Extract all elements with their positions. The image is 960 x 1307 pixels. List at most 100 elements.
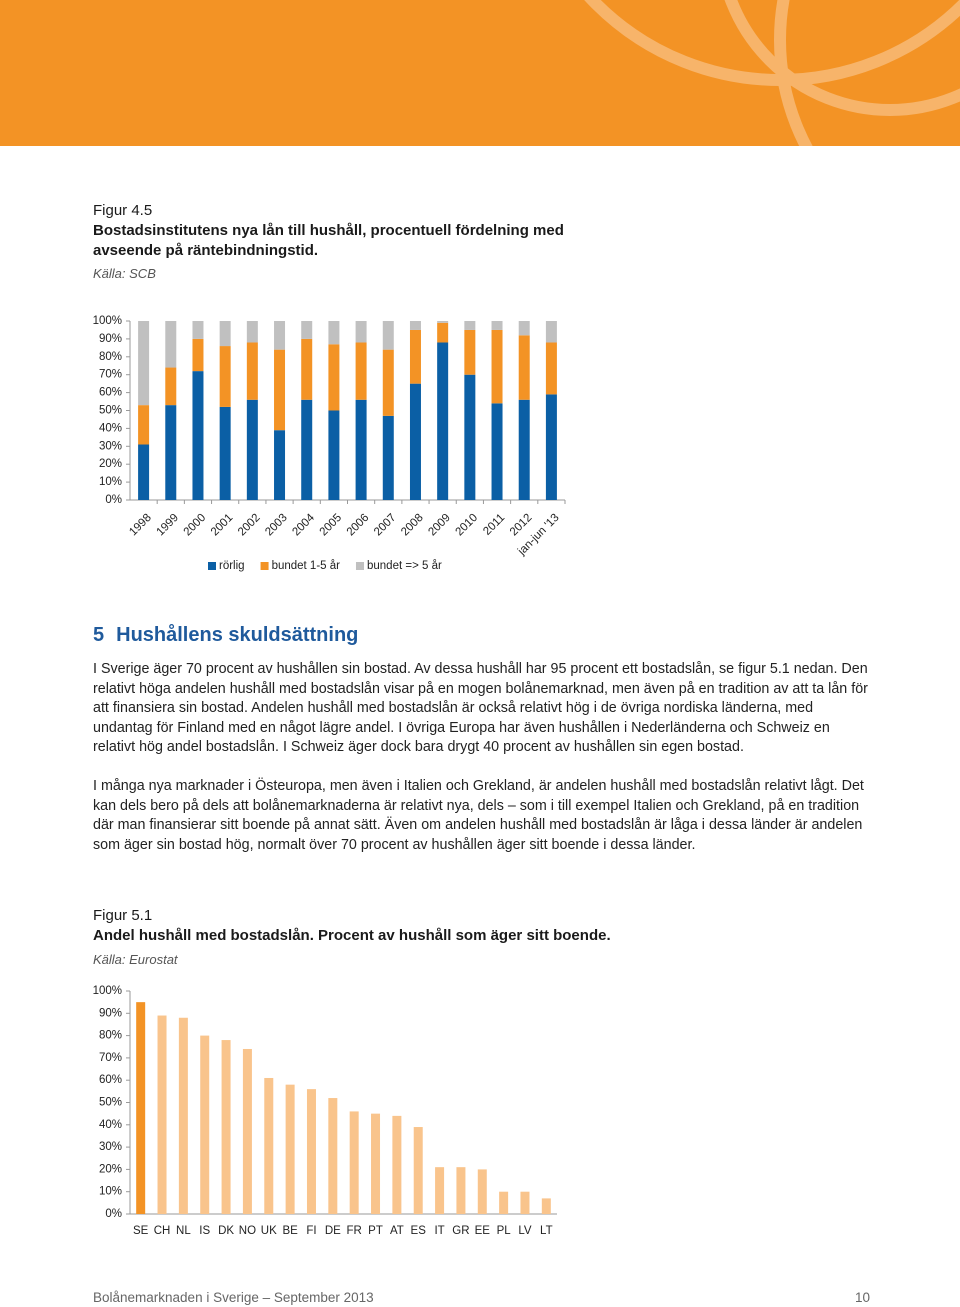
figure-title: Bostadsinstitutens nya lån till hushåll,… (93, 222, 564, 259)
y-tick-label: 70% (99, 369, 122, 381)
bar-segment (138, 321, 150, 406)
x-tick-label: 2001 (209, 512, 236, 539)
x-tick-label: FI (306, 1225, 316, 1237)
bar-segment (328, 410, 340, 500)
bar (285, 1084, 295, 1214)
bar (392, 1115, 402, 1214)
x-tick-label: 2005 (318, 512, 345, 539)
bar-segment (355, 399, 367, 500)
bar (456, 1167, 466, 1214)
x-tick-label: NO (239, 1225, 256, 1237)
bar (306, 1089, 316, 1214)
bar-segment (437, 322, 449, 343)
x-tick-label: DK (218, 1225, 234, 1237)
y-tick-label: 0% (105, 494, 122, 506)
paragraph: I många nya marknader i Östeuropa, men ä… (93, 778, 864, 853)
footer-text: Bolånemarknaden i Sverige – September 20… (93, 1290, 374, 1305)
x-tick-label: NL (176, 1225, 191, 1237)
bar-segment (328, 321, 340, 345)
x-tick-label: LV (518, 1225, 532, 1237)
y-tick-label: 40% (99, 422, 122, 434)
bar (499, 1191, 509, 1214)
x-tick-label: SE (133, 1225, 149, 1237)
bar-segment (246, 342, 258, 400)
y-tick-label: 70% (99, 1052, 122, 1064)
legend-label: rörlig (219, 560, 245, 572)
y-tick-label: 90% (99, 333, 122, 345)
x-tick-label: ES (411, 1225, 427, 1237)
figure-source: Källa: Eurostat (93, 952, 178, 967)
bar-segment (409, 383, 421, 500)
x-tick-label: GR (452, 1225, 469, 1237)
bar-segment (518, 321, 530, 336)
section-heading: 5 Hushållens skuldsättning (93, 624, 358, 647)
section-title: Hushållens skuldsättning (116, 624, 359, 646)
x-tick-label: 2006 (345, 512, 372, 539)
x-tick-label: EE (475, 1225, 491, 1237)
x-tick-label: AT (390, 1225, 404, 1237)
x-tick-label: CH (154, 1225, 171, 1237)
legend-swatch (355, 562, 364, 570)
bar-segment (246, 321, 258, 343)
bar-segment (382, 349, 394, 416)
figure-title: Andel hushåll med bostadslån. Procent av… (93, 927, 611, 944)
bar-segment (545, 394, 557, 500)
legend-swatch (260, 562, 269, 570)
figure-source: Källa: SCB (93, 266, 156, 281)
x-tick-label: DE (325, 1225, 341, 1237)
y-tick-label: 50% (99, 405, 122, 417)
y-tick-label: 40% (99, 1119, 122, 1131)
y-tick-label: 100% (93, 985, 122, 997)
bar-segment (192, 371, 204, 500)
bar (541, 1198, 551, 1214)
bar-segment (545, 342, 557, 395)
bar-segment (464, 374, 476, 500)
x-tick-label: 2002 (236, 512, 263, 539)
bar (242, 1048, 252, 1214)
x-tick-label: BE (282, 1225, 298, 1237)
bar-segment (437, 321, 449, 323)
y-tick-label: 30% (99, 1141, 122, 1153)
bar-segment (138, 444, 150, 500)
x-tick-label: PT (368, 1225, 383, 1237)
bar (349, 1111, 359, 1214)
bar-segment (409, 329, 421, 384)
bar-segment (382, 321, 394, 350)
bar (520, 1191, 530, 1214)
legend-label: bundet 1-5 år (272, 560, 341, 572)
x-tick-label: 2007 (372, 512, 399, 539)
bar-segment (219, 321, 231, 347)
bar (200, 1035, 210, 1214)
x-tick-label: PL (497, 1225, 512, 1237)
bar-segment (192, 338, 204, 372)
bar-segment (355, 321, 367, 343)
x-tick-label: UK (261, 1225, 277, 1237)
y-tick-label: 20% (99, 458, 122, 470)
y-tick-label: 60% (99, 1074, 122, 1086)
bar-segment (274, 430, 286, 500)
legend-swatch (208, 562, 216, 570)
header-banner (0, 0, 960, 146)
paragraph: I Sverige äger 70 procent av hushållen s… (93, 661, 868, 756)
x-tick-label: 1998 (127, 512, 154, 539)
bar-segment (246, 399, 258, 500)
x-tick-label: 2011 (481, 512, 507, 538)
x-tick-label: 2000 (182, 512, 209, 539)
bar-segment (518, 399, 530, 500)
bar (264, 1077, 274, 1214)
bar-segment (165, 321, 177, 368)
bar-segment (301, 321, 313, 339)
x-tick-label: IT (434, 1225, 444, 1237)
y-tick-label: 80% (99, 351, 122, 363)
bar-segment (464, 329, 476, 375)
bar-segment (491, 321, 503, 330)
bar (477, 1169, 487, 1214)
x-tick-label: 2004 (290, 511, 317, 538)
bar (435, 1167, 445, 1214)
bar-segment (192, 321, 204, 339)
bar-segment (274, 321, 286, 350)
x-tick-label: LT (540, 1225, 553, 1237)
x-tick-label: 2008 (399, 512, 426, 539)
x-tick-label: 1999 (154, 512, 181, 539)
